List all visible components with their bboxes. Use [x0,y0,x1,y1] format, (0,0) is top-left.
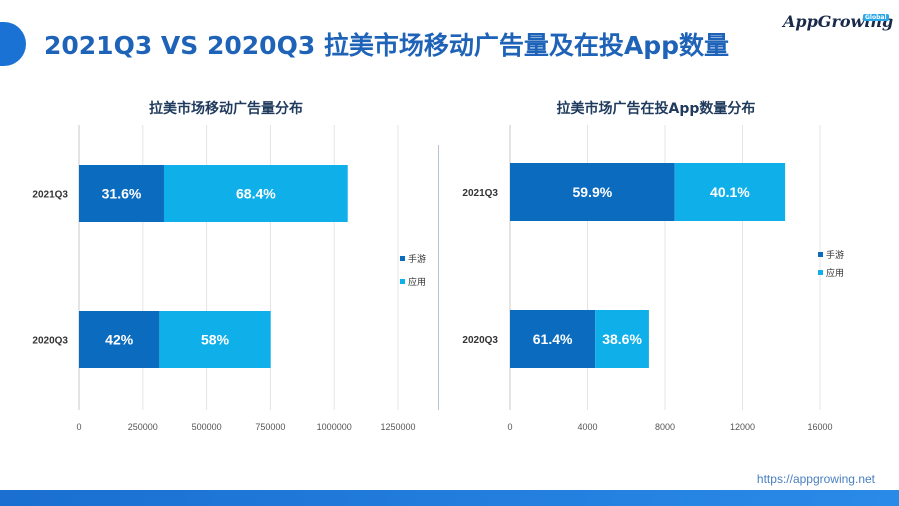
bar-segment [510,163,675,221]
legend-swatch [400,279,405,284]
app-count-chart: 拉美市场广告在投App数量分布 0 4000 8000 12000 16000 2021Q3… [462,100,844,432]
legend-entry: 应用 [408,276,426,288]
bar-segment [79,311,160,368]
data-label: 68.4% [236,186,276,202]
bar-segment [510,310,596,368]
footer-url-link[interactable]: https://appgrowing.net [756,472,875,486]
data-label: 58% [201,332,230,348]
legend-swatch [818,252,823,257]
x-tick-label: 16000 [807,422,832,432]
data-label: 31.6% [102,186,142,202]
category-label: 2021Q3 [32,190,68,201]
bar-segment [595,310,649,368]
x-tick-label: 12000 [730,422,755,432]
legend-entry: 手游 [408,253,426,265]
chart-divider [438,145,439,410]
data-label: 61.4% [533,331,573,347]
chart-title: 拉美市场广告在投App数量分布 [557,100,756,117]
bar-segment [79,165,164,222]
bar-segment [674,163,786,221]
data-label: 59.9% [572,184,612,200]
category-label: 2020Q3 [462,335,498,346]
legend-entry: 应用 [826,267,844,279]
x-tick-label: 0 [507,422,512,432]
legend-swatch [818,270,823,275]
data-label: 38.6% [602,331,642,347]
category-label: 2020Q3 [32,336,68,347]
appgrowing-logo: AppGrowing Global [783,12,893,40]
ad-volume-chart: 拉美市场移动广告量分布 0 250000 500000 750000 1000000 125… [32,100,426,432]
x-tick-label: 1000000 [317,422,352,432]
category-label: 2021Q3 [462,188,498,199]
bar-segment [163,165,348,222]
footer-bar [0,490,899,506]
chart-title: 拉美市场移动广告量分布 [149,100,303,117]
bar-segment [159,311,271,368]
legend-entry: 手游 [826,249,844,261]
legend-swatch [400,256,405,261]
data-label: 42% [105,332,134,348]
x-tick-label: 4000 [577,422,597,432]
page-title: 2021Q3 VS 2020Q3 拉美市场移动广告量及在投App数量 [44,31,730,60]
data-label: 40.1% [710,184,750,200]
x-tick-label: 750000 [255,422,285,432]
x-tick-label: 8000 [655,422,675,432]
logo-badge: Global [863,14,889,21]
x-tick-label: 500000 [192,422,222,432]
x-tick-label: 0 [76,422,81,432]
x-tick-label: 250000 [128,422,158,432]
x-tick-label: 1250000 [380,422,415,432]
